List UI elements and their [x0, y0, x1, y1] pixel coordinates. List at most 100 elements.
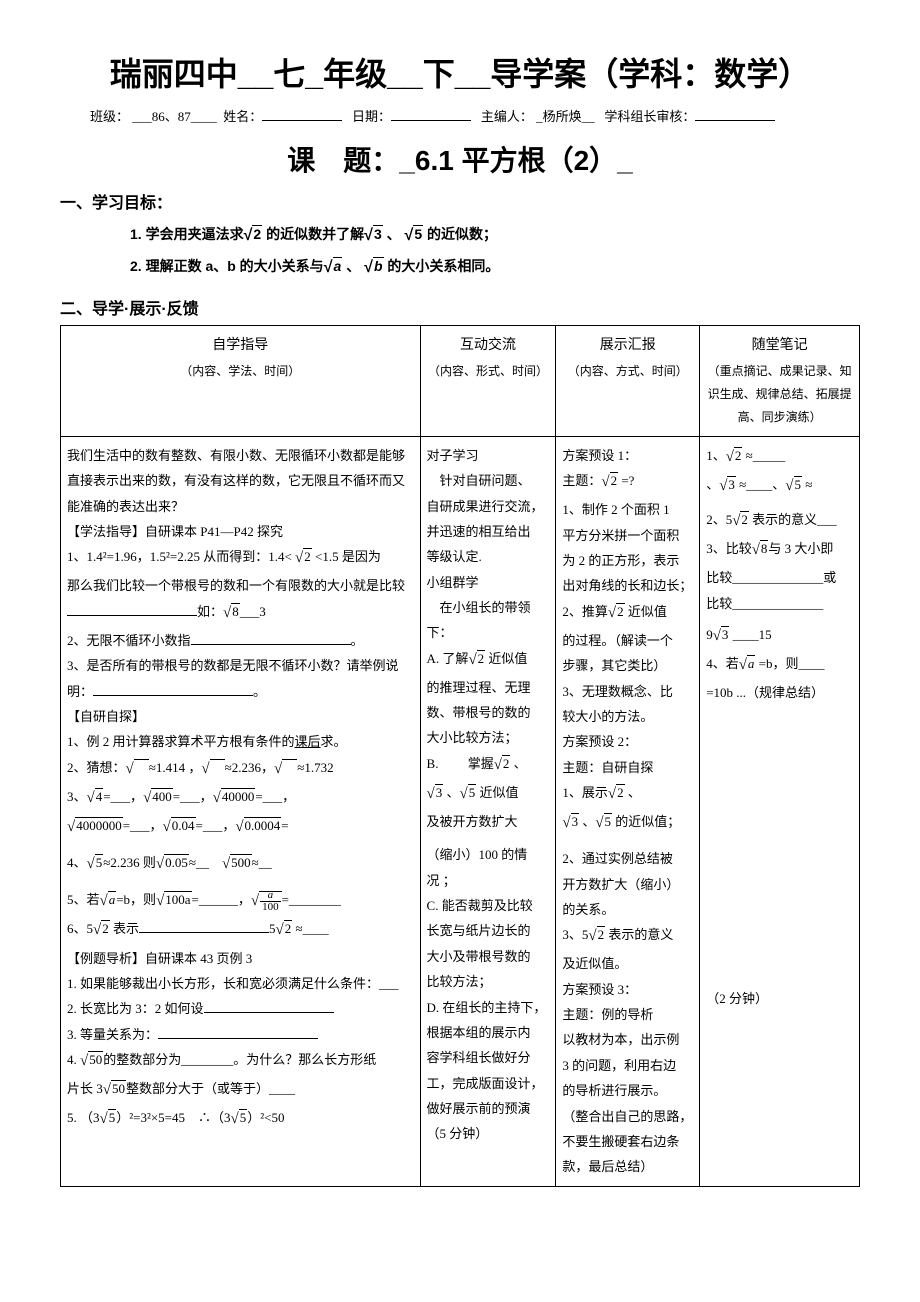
- c1p19a: 片长 3: [67, 1081, 103, 1096]
- c1p3a: 1、1.4²=1.96，1.5²=2.25 从而得到：1.4<: [67, 549, 295, 564]
- col1-body: 我们生活中的数有整数、有限小数、无限循环小数都是能够直接表示出来的数，有没有这样…: [61, 436, 421, 1186]
- c1p8: 1、例 2 用计算器求算术平方根有条件的课后求。: [67, 729, 414, 754]
- sqrt5g: 5: [794, 476, 803, 492]
- sqrt2g: 2: [610, 472, 619, 488]
- col4-body: 1、√2 ≈_____ 、√3 ≈____、√5 ≈ 2、5√2 表示的意义__…: [700, 436, 860, 1186]
- obj1-d: 的近似数；: [423, 226, 497, 242]
- c1p12: 5、若√a=b，则√100a=______，√a100=________: [67, 887, 414, 916]
- c2p18: 长宽与纸片边长的: [427, 918, 550, 943]
- c3p7a: 2、推算: [562, 604, 608, 619]
- c3p14a: 1、展示: [562, 785, 608, 800]
- c4p1b: ≈_____: [742, 448, 785, 463]
- c3p11: 较大小的方法。: [562, 704, 693, 729]
- sqrta2: a: [108, 891, 117, 907]
- sqrt100a: 100a: [164, 891, 191, 907]
- c4p7: 9√3 ____15: [706, 622, 853, 651]
- c1p4a: 那么我们比较一个带根号的数和一个有限数的大小就是比较: [67, 578, 405, 593]
- c4p3b: 表示的意义___: [749, 512, 837, 527]
- sqrt2j: 2: [597, 926, 606, 942]
- c1p13b: 表示: [110, 921, 139, 936]
- c4p3a: 2、5: [706, 512, 732, 527]
- sqrt5: 5: [413, 225, 423, 242]
- sqrt004: 0.04: [171, 817, 196, 833]
- c2p13c: 近似值: [476, 785, 518, 800]
- sqrt500: 500: [230, 854, 252, 870]
- sqrt2i: 2: [616, 784, 625, 800]
- sqrt3d: 3: [727, 476, 736, 492]
- c4p2b: ≈____、: [736, 477, 785, 492]
- c2p5: 等级认定.: [427, 544, 550, 569]
- c2p24: 工，完成版面设计，: [427, 1071, 550, 1096]
- c1p5a: 2、无限不循环小数指: [67, 633, 191, 648]
- c3p16: 2、通过实例总结被: [562, 846, 693, 871]
- c3p23: 以教材为本，出示例: [562, 1027, 693, 1052]
- sqrt4m: 4000000: [75, 817, 123, 833]
- c4p8: 4、若√a =b，则____: [706, 651, 853, 680]
- sqrt2e: 2: [477, 650, 486, 666]
- c1p3: 1、1.4²=1.96，1.5²=2.25 从而得到：1.4< √2 <1.5 …: [67, 544, 414, 573]
- c3p28: 款，最后总结）: [562, 1154, 693, 1179]
- editor-label: 主编人：: [481, 109, 533, 124]
- c4p8a: 4、若: [706, 656, 739, 671]
- reviewer-label: 学科组长审核：: [604, 109, 695, 124]
- obj1-b: 的近似数并了解: [262, 226, 364, 242]
- eq4: =___，: [123, 818, 163, 833]
- c2p11: 大小比较方法；: [427, 725, 550, 750]
- c1p11b: ≈2.236 则: [103, 855, 156, 870]
- c3p6: 出对角线的长和边长；: [562, 573, 693, 598]
- editor-value: _杨所焕__: [536, 109, 595, 124]
- sqrt005: 0.05: [164, 854, 189, 870]
- c1p20b: ）²=3²×5=45 ∴（3: [116, 1110, 230, 1125]
- sqrt2: 2: [252, 225, 262, 242]
- col3-body: 方案预设 1： 主题：√2 =? 1、制作 2 个面积 1 平方分米拼一个面积 …: [556, 436, 700, 1186]
- c1-main: 自学指导: [67, 332, 414, 359]
- c1-sub: （内容、学法、时间）: [67, 360, 414, 383]
- section2-heading: 二、导学·展示·反馈: [60, 295, 860, 319]
- c2p12: B. 掌握√2 、: [427, 751, 550, 780]
- c2p10: 数、带根号的数的: [427, 700, 550, 725]
- c3p2b: =?: [618, 473, 634, 488]
- c4p6: 比较______________: [706, 591, 853, 616]
- c1p9d: ≈1.732: [297, 760, 333, 775]
- c4p4b: 与 3 大小即: [768, 541, 833, 556]
- class-label: 班级：: [90, 109, 129, 124]
- c2p15: （缩小）100 的情: [427, 842, 550, 867]
- c3p15c: 的近似值；: [612, 814, 680, 829]
- c1p11c: ≈__: [189, 855, 222, 870]
- c2p16: 况 ；: [427, 868, 550, 893]
- sqrt8: 8: [231, 603, 240, 619]
- c1p8u: 课后: [295, 734, 321, 749]
- sqrt2c: 2: [101, 920, 110, 936]
- c3p17: 开方数扩大（缩小）: [562, 872, 693, 897]
- sqrt400: 400: [151, 788, 173, 804]
- c1p19: 片长 3√50整数部分大于（或等于）____: [67, 1076, 414, 1105]
- c1p6b: 。: [253, 684, 266, 699]
- c3-sub: （内容、方式、时间）: [562, 360, 693, 383]
- c1p18: 4. √50的整数部分为________。为什么？那么长方形纸: [67, 1047, 414, 1076]
- sqrt5e: 5: [468, 784, 477, 800]
- c2-sub: （内容、形式、时间）: [427, 360, 550, 383]
- c4p2a: 、: [706, 477, 719, 492]
- c4p1: 1、√2 ≈_____: [706, 443, 853, 472]
- c2p13b: 、: [443, 785, 459, 800]
- sqrt3: 3: [373, 225, 383, 242]
- sqrt5b: 5: [95, 854, 104, 870]
- c3-main: 展示汇报: [562, 332, 693, 359]
- c2p2: 针对自研问题、: [427, 468, 550, 493]
- c1p20: 5. （3√5）²=3²×5=45 ∴（3√5）²<50: [67, 1105, 414, 1134]
- col3-head: 展示汇报 （内容、方式、时间）: [556, 326, 700, 436]
- c3p15: √3 、√5 的近似值；: [562, 809, 693, 838]
- sqbk2: [210, 759, 225, 775]
- c1p12c: =______，: [192, 892, 251, 907]
- c3p21: 方案预设 3：: [562, 977, 693, 1002]
- sqrt2l: 2: [740, 511, 749, 527]
- c1p16a: 2. 长宽比为 3：2 如何设: [67, 1001, 204, 1016]
- c1p13d: ≈____: [292, 921, 328, 936]
- c1p1: 我们生活中的数有整数、有限小数、无限循环小数都是能够直接表示出来的数，有没有这样…: [67, 443, 414, 519]
- c3p5: 为 2 的正方形，表示: [562, 548, 693, 573]
- objective-2: 2. 理解正数 a、b 的大小关系与√a 、 √b 的大小关系相同。: [130, 251, 860, 283]
- name-label: 姓名：: [223, 109, 262, 124]
- c2p1: 对子学习: [427, 443, 550, 468]
- c1p19b: 整数部分大于（或等于）____: [126, 1081, 295, 1096]
- obj2-c: 的大小关系相同。: [384, 258, 500, 274]
